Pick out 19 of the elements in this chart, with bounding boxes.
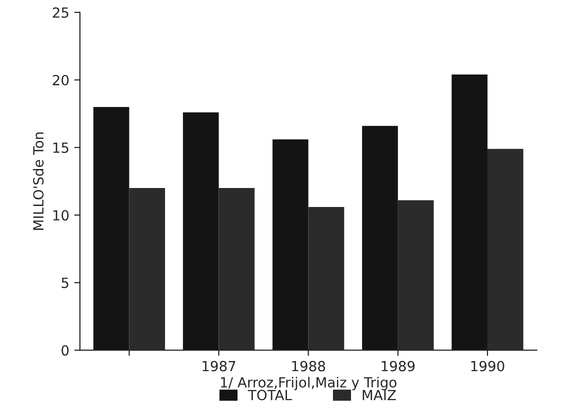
legend-label: MAIZ bbox=[362, 390, 396, 400]
y-tick-label: 20 bbox=[52, 74, 69, 86]
y-tick-label: 10 bbox=[53, 210, 69, 221]
bar bbox=[362, 126, 398, 350]
y-axis-title: MILLO'Sde Ton bbox=[32, 132, 44, 230]
y-tick-label: 25 bbox=[52, 7, 68, 18]
x-tick-label: 1989 bbox=[382, 360, 415, 372]
x-axis-title: 1/ Arroz,Frijol,Maiz y Trigo bbox=[221, 376, 396, 390]
bar bbox=[182, 112, 219, 350]
bar bbox=[93, 106, 130, 350]
legend-label: TOTAL bbox=[248, 390, 292, 400]
y-tick-label: 0 bbox=[62, 345, 69, 356]
bar bbox=[452, 74, 488, 350]
x-tick-label: 1988 bbox=[292, 360, 326, 372]
bar bbox=[272, 139, 308, 350]
x-tick-label: 1990 bbox=[471, 360, 504, 372]
y-tick-label: 15 bbox=[53, 142, 68, 153]
x-tick-label: 1987 bbox=[202, 360, 236, 372]
y-tick-label: 5 bbox=[62, 278, 68, 288]
